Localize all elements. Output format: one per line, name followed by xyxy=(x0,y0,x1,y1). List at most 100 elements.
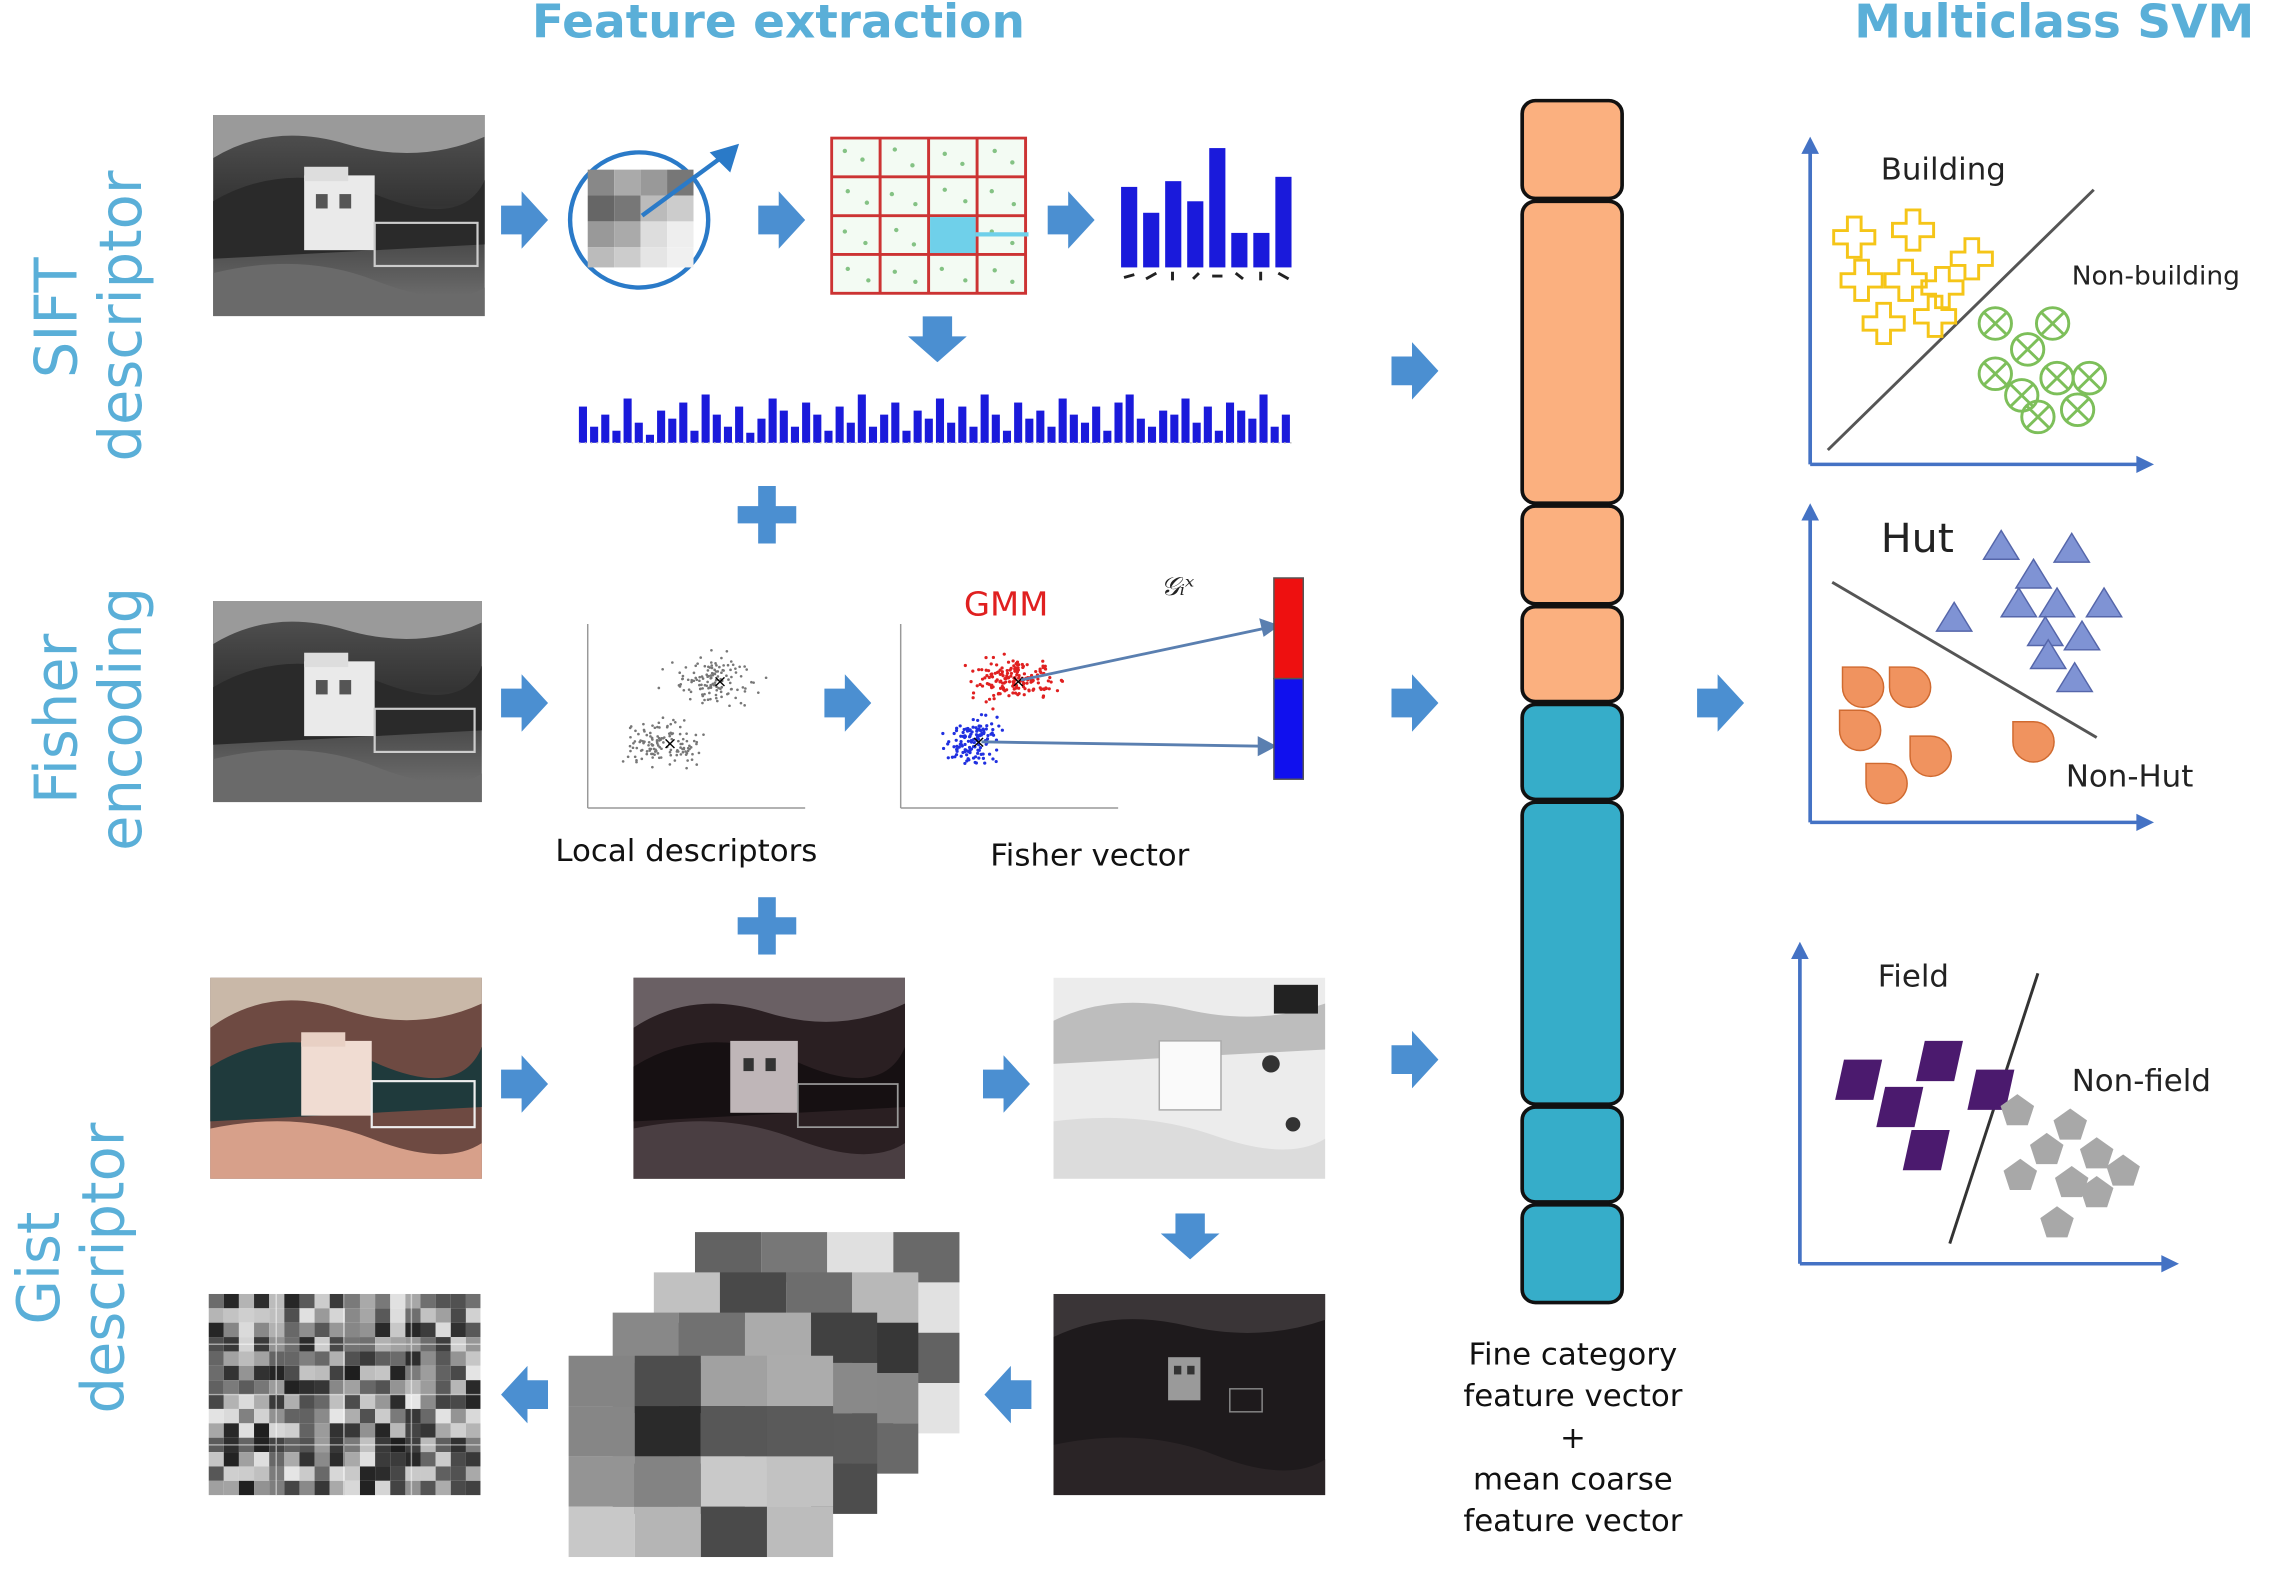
histogram-bar xyxy=(1147,426,1157,443)
svm-panel-hut xyxy=(1801,503,2154,831)
histogram-bar xyxy=(1225,402,1235,443)
coarse-segment xyxy=(1520,98,1624,201)
arrow-right-icon xyxy=(501,1055,549,1113)
histogram-bar xyxy=(902,430,911,443)
histogram-bar xyxy=(701,394,710,443)
histogram-bar xyxy=(790,426,800,443)
arrow-left-icon xyxy=(984,1365,1032,1424)
histogram-bar xyxy=(590,426,599,443)
row-label-gist: Gist descriptor xyxy=(5,1122,139,1414)
histogram-bar xyxy=(1036,410,1045,443)
histogram-bar xyxy=(980,394,989,443)
row-label-fisher: Fisher encoding xyxy=(23,586,156,851)
histogram-bar xyxy=(1092,406,1101,443)
svm-label-non-field: Non-field xyxy=(2071,1063,2211,1099)
histogram-bar xyxy=(601,414,610,443)
coarse-segment xyxy=(1520,604,1624,704)
histogram-bar xyxy=(645,434,654,443)
histogram-bar xyxy=(958,406,967,443)
fine-segment xyxy=(1520,1202,1624,1305)
histogram-bar xyxy=(757,418,766,443)
histogram-bar xyxy=(1281,414,1290,443)
histogram-bar xyxy=(1214,430,1223,443)
histogram-bar xyxy=(723,426,733,443)
histogram-bar xyxy=(735,406,744,443)
histogram-bar xyxy=(690,430,699,443)
arrow-right-icon xyxy=(1047,191,1095,249)
sift-orientation-grid xyxy=(830,136,1029,295)
svm-label-building: Building xyxy=(1880,152,2006,187)
svm-label-field: Field xyxy=(1877,958,1950,994)
arrow-right-icon xyxy=(1391,342,1439,400)
gmm-label: GMM xyxy=(963,586,1049,624)
histogram-bar xyxy=(913,410,922,443)
filtered-image-dark xyxy=(633,977,906,1179)
arrow-right-icon xyxy=(758,191,806,249)
histogram-bar xyxy=(991,414,1000,443)
histogram-bar xyxy=(712,414,721,443)
histogram-bar xyxy=(935,398,945,443)
plus-icon xyxy=(737,485,797,544)
histogram-bar xyxy=(868,426,878,443)
histogram-bar xyxy=(824,430,833,443)
arrow-right-icon xyxy=(982,1055,1030,1113)
histogram-bar xyxy=(880,414,889,443)
histogram-bar xyxy=(1203,406,1212,443)
coarse-segment xyxy=(1520,199,1624,505)
local-descriptors-scatter: × × xyxy=(586,623,806,809)
fine-segment xyxy=(1520,1105,1624,1204)
gmm-gradient-symbol: 𝒢ᵢˣ xyxy=(1160,572,1195,603)
histogram-bar xyxy=(1181,398,1190,443)
histogram-bar xyxy=(947,422,956,443)
multiclass-svm-heading: Multiclass SVM xyxy=(1854,0,2255,49)
gmm-scatter: × × xyxy=(899,577,1305,809)
histogram-bar xyxy=(813,414,822,443)
histogram-bar xyxy=(802,402,811,443)
filtered-image-darkest xyxy=(1053,1293,1326,1496)
svm-panel-building xyxy=(1801,136,2154,474)
histogram-bar xyxy=(857,394,866,443)
histogram-bar xyxy=(1270,426,1279,443)
histogram-bar xyxy=(1259,394,1268,443)
histogram-bar xyxy=(779,410,788,443)
histogram-bar xyxy=(1047,426,1056,443)
feature-vector-column xyxy=(1520,98,1624,1305)
histogram-bar xyxy=(1080,422,1090,443)
histogram-bar xyxy=(634,422,643,443)
histogram-bar xyxy=(623,398,632,443)
histogram-bar xyxy=(1170,414,1179,443)
histogram-bar xyxy=(1114,402,1123,443)
local-descriptors-caption: Local descriptors xyxy=(555,833,818,869)
histogram-bar xyxy=(1014,402,1023,443)
histogram-bar xyxy=(612,430,621,443)
histogram-bar xyxy=(1136,418,1145,443)
histogram-bar xyxy=(578,406,587,443)
sift-orientation-histogram xyxy=(1121,148,1292,281)
histogram-bar xyxy=(1025,418,1034,443)
gist-filter-stack xyxy=(568,1232,960,1558)
histogram-bar xyxy=(1248,418,1257,443)
histogram-bar xyxy=(1237,410,1246,443)
arrow-down-icon xyxy=(1160,1213,1220,1260)
arrow-down-icon xyxy=(908,316,967,363)
gist-descriptor-mosaic xyxy=(208,1293,481,1496)
svg-text:×: × xyxy=(663,734,678,754)
svg-text:×: × xyxy=(713,672,728,692)
histogram-bar xyxy=(1159,410,1168,443)
svm-label-non-building: Non-building xyxy=(2071,261,2240,292)
histogram-bar xyxy=(1069,414,1078,443)
histogram-bar xyxy=(1002,430,1012,443)
histogram-bar xyxy=(746,432,755,443)
input-image-color xyxy=(210,977,482,1179)
svg-text:×: × xyxy=(1011,672,1026,692)
row-label-sift: SIFT descriptor xyxy=(23,170,156,462)
input-image-grayscale xyxy=(213,600,482,803)
filtered-image-light xyxy=(1053,977,1326,1179)
arrow-right-icon xyxy=(1391,674,1439,732)
sift-descriptor-vector xyxy=(578,394,1293,444)
histogram-bar xyxy=(1125,394,1134,443)
fine-segment xyxy=(1520,702,1624,802)
arrow-right-icon xyxy=(824,674,872,732)
arrow-right-icon xyxy=(1391,1030,1439,1089)
